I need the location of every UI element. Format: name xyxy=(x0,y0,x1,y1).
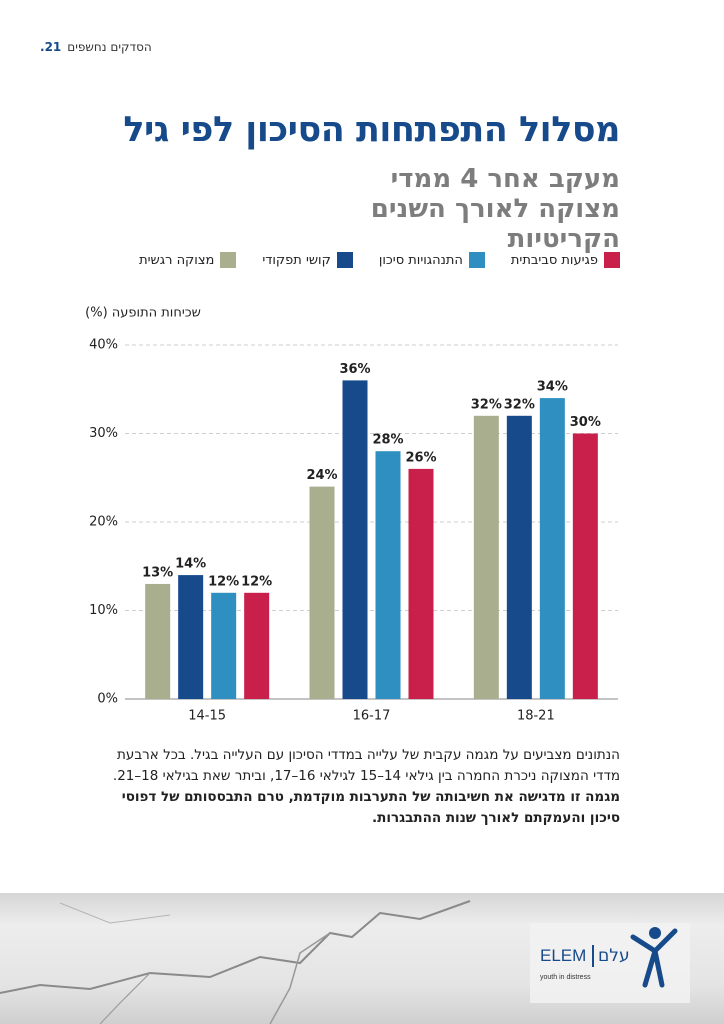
bar xyxy=(506,415,532,699)
legend-item: פגיעות סביבתית xyxy=(511,252,620,268)
value-label: 32% xyxy=(504,397,535,412)
crack xyxy=(59,902,171,924)
bar xyxy=(309,486,335,699)
paragraph: הנתונים מצביעים על מגמה עקבית של עלייה ב… xyxy=(90,745,620,829)
legend-swatch xyxy=(468,252,485,268)
logo-figure xyxy=(630,927,678,988)
legend-item: מצוקה רגשית xyxy=(139,252,237,268)
legend-swatch xyxy=(336,252,353,268)
y-tick-label: 40% xyxy=(89,338,118,353)
legend-label: התנהגויות סיכון xyxy=(378,252,463,268)
value-label: 28% xyxy=(372,433,403,448)
y-tick-label: 30% xyxy=(89,426,118,441)
legend-label: מצוקה רגשית xyxy=(139,252,215,268)
subtitle: מעקב אחר 4 ממדי מצוקה לאורך השנים הקריטי… xyxy=(370,164,620,254)
value-label: 24% xyxy=(306,468,337,483)
value-label: 14% xyxy=(175,557,206,572)
body-emphasis: מגמה זו מדגישה את חשיבותה של התערבות מוק… xyxy=(121,789,620,826)
footer-art: ELEM עלם youth in distress xyxy=(0,900,690,1024)
body-text: הנתונים מצביעים על מגמה עקבית של עלייה ב… xyxy=(112,747,620,784)
x-tick-label: 18-21 xyxy=(517,709,555,724)
bar xyxy=(375,451,401,699)
y-tick-label: 10% xyxy=(89,603,118,618)
bar xyxy=(473,415,499,699)
bar xyxy=(244,592,270,699)
value-label: 32% xyxy=(471,397,502,412)
crack xyxy=(269,932,331,1024)
footer: ELEM עלם youth in distress xyxy=(0,893,724,1024)
x-tick-label: 14-15 xyxy=(188,709,226,724)
y-tick-label: 20% xyxy=(89,515,118,530)
crack xyxy=(99,972,151,1024)
value-label: 12% xyxy=(241,574,272,589)
bar xyxy=(408,468,434,699)
value-label: 26% xyxy=(405,450,436,465)
bar xyxy=(342,380,368,699)
crack xyxy=(0,900,471,994)
logo-tagline: youth in distress xyxy=(540,974,591,981)
y-axis-title: שכיחות התופעה (%) xyxy=(85,306,201,321)
value-label: 34% xyxy=(537,380,568,395)
legend-label: קושי תפקודי xyxy=(262,252,331,268)
header: הסדקים נחשפים 21. xyxy=(40,40,152,54)
logo-hebrew: עלם xyxy=(598,946,630,966)
bar xyxy=(145,583,171,699)
legend: פגיעות סביבתית התנהגויות סיכון קושי תפקודי… xyxy=(139,252,620,268)
value-label: 13% xyxy=(142,565,173,580)
logo-latin: ELEM xyxy=(540,946,586,965)
page-number: 21. xyxy=(40,40,62,54)
bar xyxy=(178,575,204,699)
title: מסלול התפתחות הסיכון לפי גיל xyxy=(123,110,620,150)
y-tick-label: 0% xyxy=(97,692,118,707)
legend-swatch xyxy=(220,252,237,268)
section-name: הסדקים נחשפים xyxy=(67,40,152,54)
value-label: 36% xyxy=(339,362,370,377)
logo-back xyxy=(530,923,690,1003)
bar xyxy=(539,398,565,699)
value-label: 12% xyxy=(208,574,239,589)
x-tick-label: 16-17 xyxy=(353,709,391,724)
bar xyxy=(211,592,237,699)
chart: שכיחות התופעה (%)0%10%20%30%40%14-1513%1… xyxy=(85,306,618,724)
legend-swatch xyxy=(604,252,620,268)
legend-label: פגיעות סביבתית xyxy=(510,252,598,268)
value-label: 30% xyxy=(570,415,601,430)
legend-item: התנהגויות סיכון xyxy=(379,252,485,268)
bar xyxy=(572,433,598,699)
legend-item: קושי תפקודי xyxy=(262,252,353,268)
